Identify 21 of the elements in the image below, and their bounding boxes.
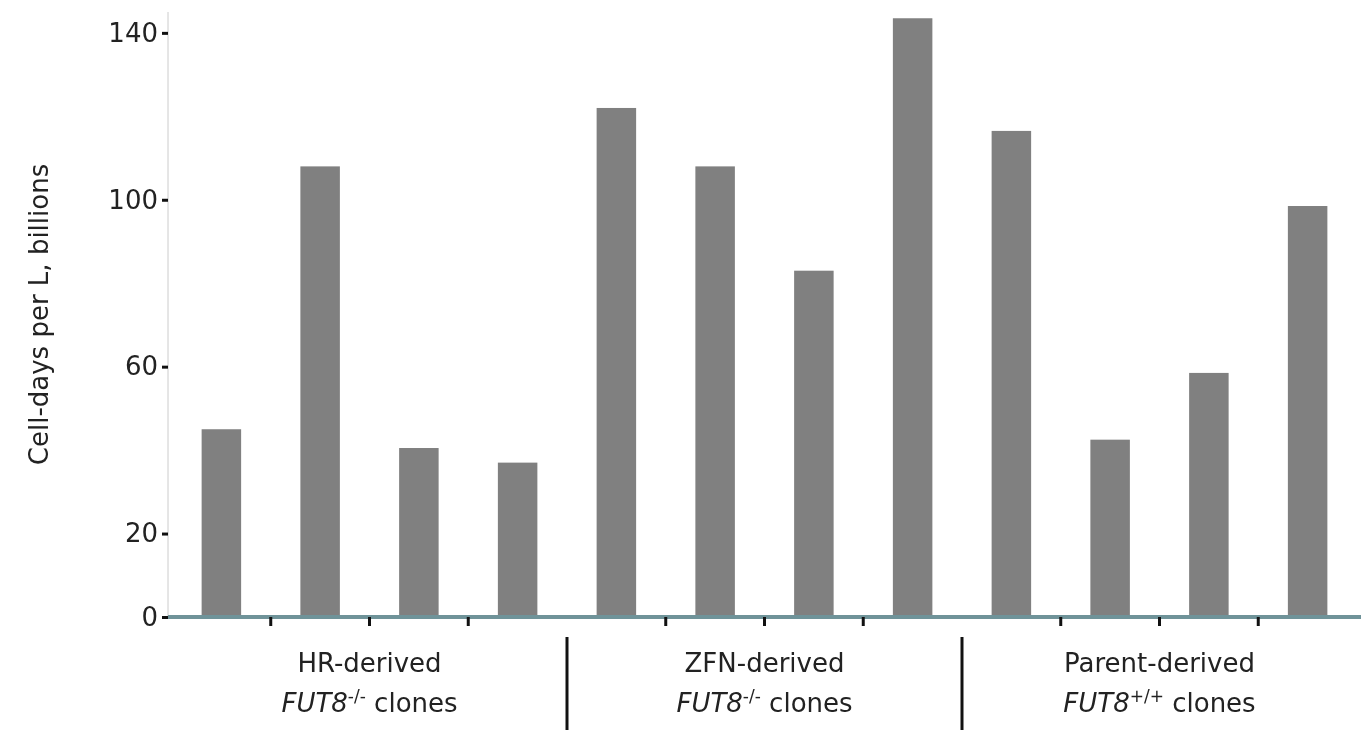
y-tick-label: 0 (141, 601, 158, 632)
y-axis-title: Cell-days per L, billions (24, 163, 54, 466)
y-tick-label: 60 (124, 351, 158, 382)
bar (991, 130, 1032, 617)
bar (1189, 372, 1229, 617)
bar (794, 270, 834, 617)
bar (497, 462, 538, 617)
y-tick-label: 140 (108, 17, 158, 48)
y-tick-label: 100 (108, 184, 158, 215)
text: Parent-derived FUT8$^{+/+}$ clones (1063, 648, 1256, 718)
y-tick-label: 20 (124, 518, 158, 549)
bar (201, 429, 242, 617)
bar (399, 448, 439, 617)
text: ZFN-derived FUT8$^{-/-}$ clones (676, 648, 853, 718)
bar (300, 166, 340, 617)
bar (1090, 439, 1130, 617)
bar (892, 18, 933, 617)
bar (596, 107, 637, 617)
text: HR-derived FUT8$^{-/-}$ clones (281, 648, 458, 718)
bar (695, 166, 735, 617)
bar (1287, 206, 1328, 617)
